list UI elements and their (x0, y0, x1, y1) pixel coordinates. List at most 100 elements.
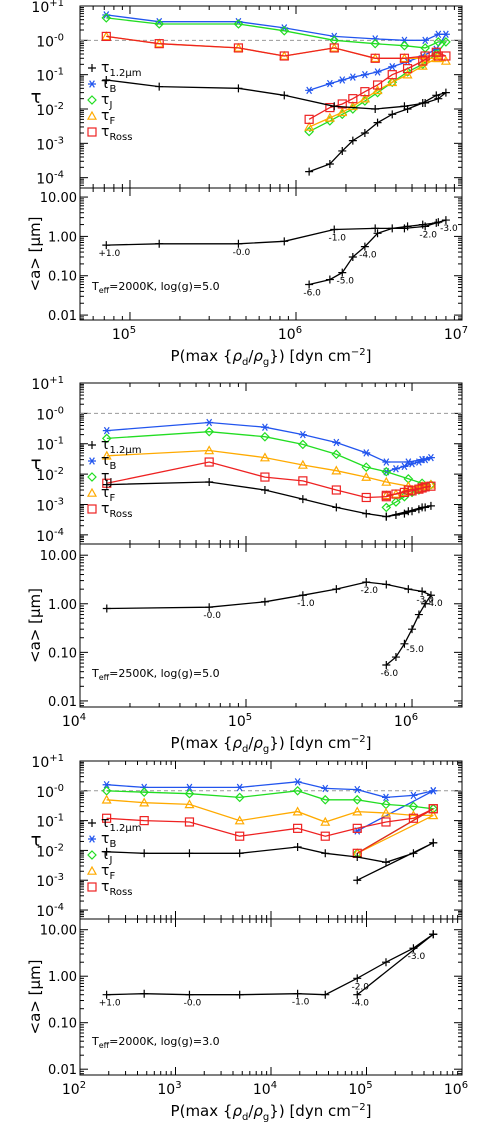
tau-1-2um-point (332, 503, 341, 512)
y-tick-label: 10+1 (31, 0, 64, 16)
grain-size-point-label: -5.0 (406, 645, 424, 655)
plot-frame (79, 382, 463, 545)
legend-label: τB (101, 76, 116, 95)
tau-ross-point (101, 31, 111, 42)
tau-b-point (421, 455, 430, 464)
grain-size-point (408, 625, 417, 634)
grain-panel-3: 10.00 1.00 0.10 0.01 102 103 104 105 106 <a> [μm]… (26, 918, 468, 1123)
series-tau-ross (102, 804, 438, 858)
grain-size-point (102, 990, 111, 999)
tau-f-point (381, 476, 392, 486)
tau-ross-point (329, 43, 339, 53)
tau-f-point (372, 85, 383, 95)
tau-b-point (388, 63, 397, 71)
tau-j-point (399, 40, 410, 51)
tau-ross-point (372, 80, 383, 90)
tau-b-point (434, 30, 443, 39)
tau-1-2um-point (140, 849, 149, 858)
grain-size-point (414, 610, 423, 619)
grain-size-point (353, 990, 362, 999)
x-tick-label: 106 (394, 712, 418, 730)
tau-ross-point (293, 823, 303, 833)
tau-b-point (408, 459, 417, 468)
legend-marker-1-2um (88, 441, 96, 449)
series-tau-1-2um (102, 478, 435, 521)
series-tau-ross (102, 457, 436, 503)
tau-1-2um-point (360, 128, 369, 137)
y-tick-label: 10-0 (36, 32, 64, 50)
tau-f-point (320, 816, 331, 826)
legend-label: τ1.2μm (101, 437, 141, 456)
y-tick-label: 10-3 (36, 135, 64, 153)
tau-ross-point (431, 47, 441, 57)
tau-1-2um-point (353, 853, 362, 862)
grain-size-point (155, 239, 164, 248)
grain-size-point (404, 585, 413, 594)
grain-size-point (441, 216, 450, 225)
y-tick-label: 10.00 (40, 549, 77, 564)
tau-b-point (332, 438, 341, 447)
x-axis-title: P(max {ρd/ρg}) [dyn cm−2] (171, 734, 372, 755)
tau-1-2um-point (205, 478, 214, 486)
tau-1-2um-point (185, 849, 194, 858)
tau-b-point (102, 780, 111, 789)
legend-item-tau-b: τB (88, 76, 116, 95)
tau-j-point (184, 788, 195, 799)
series-grain-size (102, 216, 450, 289)
legend-marker-j (87, 472, 97, 482)
tau-j-point (370, 38, 381, 49)
tau-ross-point (420, 51, 430, 61)
grain-size-point-label: -1.0 (328, 233, 346, 243)
legend-label: τ1.2μm (101, 815, 141, 834)
grain-size-point-label: -4.0 (425, 599, 443, 609)
grain-size-point-label: -3.0 (440, 224, 458, 234)
y-tick-label: 1.00 (48, 230, 77, 245)
plot-frame (79, 187, 463, 321)
tau-b-point (293, 778, 302, 786)
grain-size-line (106, 581, 432, 666)
tau-j-point (320, 794, 331, 805)
tau-b-point (298, 430, 307, 439)
x-tick-label: 103 (157, 1080, 181, 1098)
tau-b-point (305, 86, 314, 95)
tau-j-point (139, 787, 150, 798)
grain-size-line (106, 933, 434, 996)
tau-f-point (387, 77, 398, 87)
grain-size-point (382, 660, 391, 669)
y-tick-label: 10+1 (31, 753, 64, 771)
tau-1-2um-point (235, 849, 244, 858)
y-tick-label: 0.10 (48, 1017, 77, 1032)
x-tick-label: 105 (112, 325, 136, 343)
tau-1-2um-point (371, 104, 380, 113)
tau-1-2um-point (234, 84, 243, 93)
y-axis-title: τ (31, 830, 42, 851)
tau-1-2um-point (102, 847, 111, 856)
tau-b-point (400, 36, 409, 45)
y-tick-label: 10.00 (40, 191, 77, 206)
tau-1-2um-point (321, 849, 330, 858)
tau-f-point (329, 42, 340, 52)
tau-b-point (391, 465, 400, 473)
tau-b-line (106, 421, 432, 473)
grain-size-point-label: -0.0 (233, 248, 251, 258)
grain-size-point (403, 222, 412, 231)
grain-size-point-label: -6.0 (303, 288, 321, 298)
grain-size-point (102, 604, 111, 613)
tau-b-point (414, 458, 423, 466)
tau-f-point (361, 471, 372, 481)
grain-size-line (106, 219, 447, 286)
tau-b-line (106, 781, 434, 832)
tau-ross-point (402, 64, 413, 74)
y-tick-label: 0.10 (48, 270, 77, 285)
tau-ross-point (420, 482, 430, 492)
legend-item-tau-j: τJ (87, 469, 112, 488)
legend-marker-f (86, 110, 98, 120)
tau-1-2um-point (362, 509, 371, 518)
tau-ross-point (233, 43, 244, 53)
legend-item-tau-f: τF (86, 108, 115, 127)
grain-size-point-label: -0.0 (203, 611, 221, 621)
grain-size-point (325, 275, 334, 284)
tau-panel-1: 10+1 10-0 10-1 10-2 10-3 10-4 τ τ1.2μmτBτJτFτRo… (31, 0, 463, 189)
tau-ross-point (381, 490, 391, 500)
legend-label: τJ (101, 469, 112, 488)
